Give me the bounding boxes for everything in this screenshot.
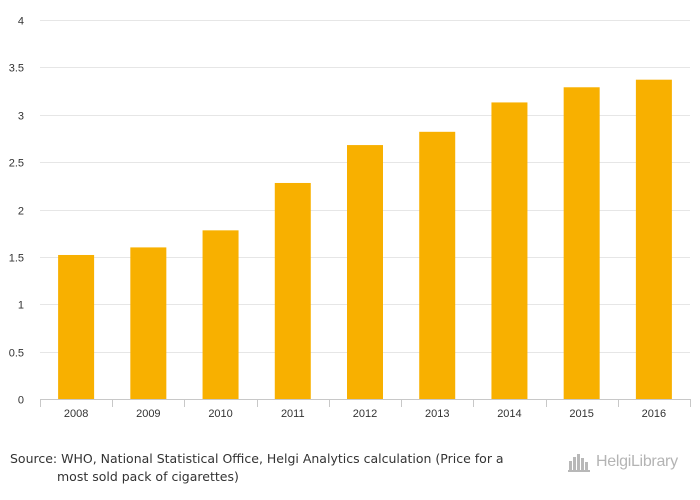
bar [563, 87, 600, 400]
source-line-1: Source: WHO, National Statistical Office… [10, 451, 504, 466]
y-tick-label: 3 [18, 111, 24, 123]
bar [58, 254, 95, 399]
x-tick-label: 2008 [64, 408, 88, 420]
y-axis-tick-labels: 0 0.5 1 1.5 2 2.5 3 3.5 4 [9, 16, 24, 407]
bar-chart: 00.511.522.533.54 2008 2009 2010 2011 2012 20… [9, 16, 691, 420]
y-tick-label: 2 [18, 206, 24, 218]
bar [419, 131, 456, 399]
brand-name: HelgiLibrary [596, 453, 678, 470]
source-line-2: most sold pack of cigarettes) [57, 469, 239, 484]
x-tick-label: 2014 [497, 408, 521, 420]
source-note: Source: WHO, National Statistical Office… [10, 450, 550, 486]
x-tick-label: 2009 [136, 408, 160, 420]
bar [274, 182, 311, 399]
bar [491, 102, 528, 400]
y-tick-label: 0.5 [9, 348, 24, 360]
x-tick-label: 2012 [353, 408, 377, 420]
x-tick-label: 2016 [642, 408, 666, 420]
y-tick-label: 1.5 [9, 253, 24, 265]
bar [347, 145, 383, 399]
x-tick-label: 2015 [569, 408, 593, 420]
y-tick-label: 2.5 [9, 158, 24, 170]
brand-logo: HelgiLibrary [568, 450, 678, 474]
bars [58, 79, 672, 400]
x-tick-label: 2013 [425, 408, 449, 420]
y-tick-label: 4 [18, 16, 24, 28]
bar [202, 230, 239, 399]
x-tick-label: 2010 [208, 408, 232, 420]
y-tick-label: 3.5 [9, 63, 24, 75]
y-tick-label: 0 [18, 395, 24, 407]
city-skyline-icon [568, 454, 590, 472]
x-tick-label: 2011 [281, 408, 305, 420]
x-axis: 2008 2009 2010 2011 2012 2013 2014 2015 2016 [40, 399, 691, 420]
y-tick-label: 1 [18, 300, 24, 312]
bar [130, 247, 167, 399]
bar [635, 79, 672, 399]
